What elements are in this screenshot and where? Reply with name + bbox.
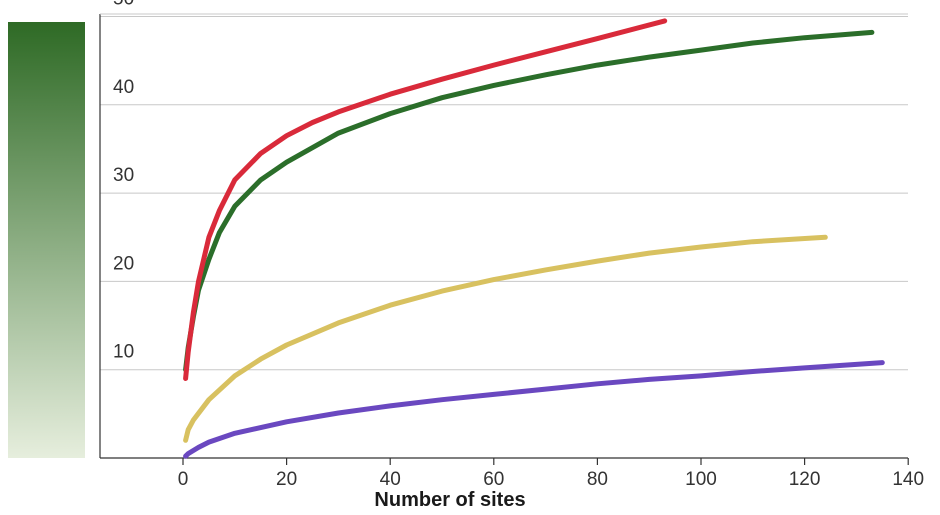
x-tick-label: 140	[892, 469, 924, 490]
x-tick-label: 120	[789, 469, 821, 490]
y-tick-label: 40	[113, 77, 134, 98]
y-tick-label: 30	[113, 165, 134, 186]
x-tick-label: 20	[276, 469, 297, 490]
series-line-2	[183, 29, 875, 373]
y-tick-label: 20	[113, 253, 134, 274]
series-line-3	[183, 234, 828, 443]
x-tick-label: 60	[483, 469, 504, 490]
x-tick-label: 0	[178, 469, 189, 490]
axes	[99, 13, 908, 459]
series-lines	[183, 18, 885, 459]
series-line-1	[183, 18, 668, 381]
y-tick-label: 10	[113, 342, 134, 363]
x-axis-label: Number of sites	[374, 489, 525, 511]
series-line-4	[183, 360, 885, 459]
tick-labels: 0 20 40 60 80 100 120 140 10 20 30 40 50	[113, 0, 924, 490]
x-tick-label: 80	[587, 469, 608, 490]
x-tick-label: 100	[685, 469, 717, 490]
grid-lines	[100, 16, 908, 371]
y-tick-label: 50	[113, 0, 134, 10]
x-tick-label: 40	[380, 469, 401, 490]
color-scale-bar	[8, 22, 85, 458]
